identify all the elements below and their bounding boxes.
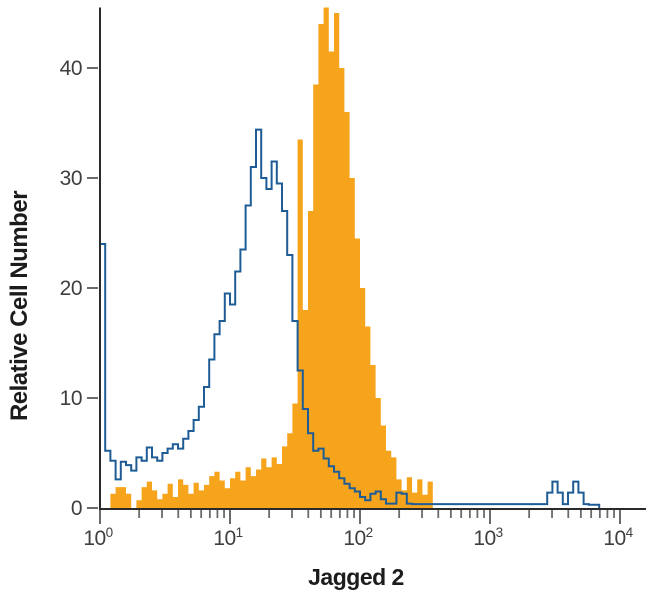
y-tick-label: 40 (60, 57, 82, 80)
y-tick-label: 30 (60, 167, 82, 190)
y-tick-label: 0 (71, 497, 82, 520)
y-tick-label: 10 (60, 387, 82, 410)
x-tick-label: 102 (343, 525, 372, 550)
x-tick-label: 104 (603, 525, 633, 550)
y-tick-label: 20 (60, 277, 82, 300)
filled-stained-histogram (100, 7, 433, 508)
x-tick-label: 100 (83, 525, 112, 550)
y-axis-title: Relative Cell Number (6, 190, 33, 422)
x-tick-label: 103 (473, 525, 502, 550)
open-control-histogram (99, 128, 601, 508)
x-axis-title: Jagged 2 (308, 564, 404, 590)
x-tick-label: 101 (213, 525, 242, 550)
